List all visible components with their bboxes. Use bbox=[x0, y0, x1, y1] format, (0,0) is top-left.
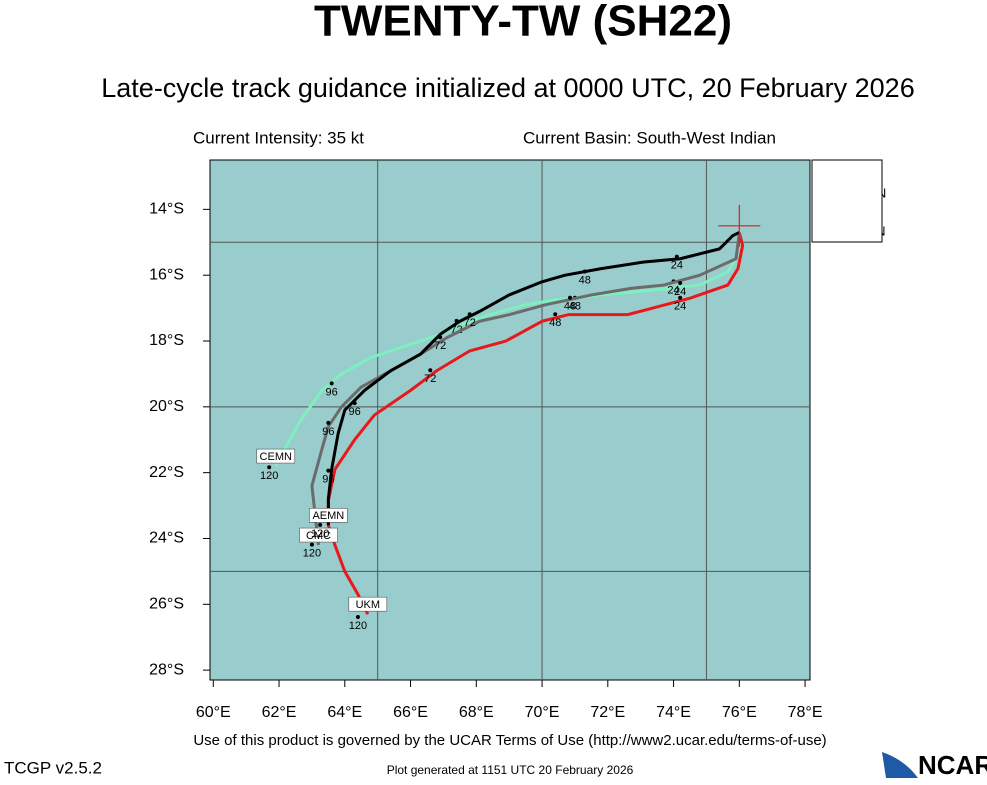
track-name: CEMN bbox=[260, 451, 292, 463]
forecast-dot bbox=[326, 420, 331, 425]
x-tick-label: 76°E bbox=[722, 704, 757, 721]
forecast-hour: 120 bbox=[349, 620, 367, 632]
forecast-hour: 72 bbox=[434, 340, 446, 352]
x-tick-label: 74°E bbox=[656, 704, 691, 721]
track-name: CMC bbox=[306, 530, 331, 542]
chart-title: TWENTY-TW (SH22) bbox=[314, 0, 732, 46]
track-name-box bbox=[309, 508, 348, 523]
y-tick-label: 22°S bbox=[149, 464, 184, 481]
forecast-dot bbox=[329, 381, 334, 386]
x-tick-label: 72°E bbox=[590, 704, 625, 721]
forecast-hour: 24 bbox=[674, 286, 686, 298]
track-name-box bbox=[299, 527, 338, 543]
forecast-hour: 72 bbox=[464, 317, 476, 329]
chart-subtitle: Late-cycle track guidance initialized at… bbox=[101, 73, 914, 103]
forecast-dot bbox=[674, 254, 679, 259]
forecast-hour: 120 bbox=[260, 470, 278, 482]
forecast-dot bbox=[428, 368, 433, 373]
forecast-hour: 24 bbox=[667, 284, 679, 296]
forecast-hour: 72 bbox=[424, 373, 436, 385]
forecast-dot bbox=[678, 295, 683, 300]
plot-area bbox=[209, 159, 811, 681]
track-name: AEMN bbox=[312, 510, 344, 522]
forecast-hour: 48 bbox=[579, 274, 591, 286]
forecast-dot bbox=[568, 295, 572, 300]
forecast-hour: 96 bbox=[326, 386, 338, 398]
x-tick-label: 62°E bbox=[262, 704, 297, 721]
version-text: TCGP v2.5.2 bbox=[4, 758, 102, 777]
intensity-text: Current Intensity: 35 kt bbox=[193, 128, 364, 147]
forecast-dot bbox=[355, 615, 360, 620]
forecast-hour: 96 bbox=[322, 474, 334, 486]
y-tick-label: 14°S bbox=[149, 201, 184, 218]
x-tick-label: 66°E bbox=[393, 704, 428, 721]
track-line bbox=[274, 232, 741, 467]
forecast-dot bbox=[309, 542, 314, 547]
y-tick-label: 24°S bbox=[149, 530, 184, 547]
ncar-logo bbox=[882, 752, 918, 778]
x-tick-label: 60°E bbox=[196, 704, 231, 721]
basin-text: Current Basin: South-West Indian bbox=[523, 128, 776, 147]
forecast-dot bbox=[318, 522, 323, 527]
plot-layer: 244872120UKM24487296120CEMN24487296120CM… bbox=[210, 160, 810, 680]
forecast-hour: 96 bbox=[322, 426, 334, 438]
y-tick-label: 18°S bbox=[149, 332, 184, 349]
forecast-dot bbox=[467, 312, 472, 317]
track-name: UKM bbox=[356, 599, 380, 611]
forecast-hour: 96 bbox=[349, 406, 361, 418]
legend-box bbox=[811, 159, 883, 243]
x-tick-label: 64°E bbox=[327, 704, 362, 721]
forecast-hour: 24 bbox=[671, 260, 683, 272]
generated-text: Plot generated at 1151 UTC 20 February 2… bbox=[387, 763, 634, 777]
x-tick-label: 68°E bbox=[459, 704, 494, 721]
forecast-hour: 120 bbox=[311, 528, 329, 540]
forecast-dot bbox=[678, 281, 683, 285]
track-line bbox=[326, 231, 740, 526]
x-tick-label: 70°E bbox=[525, 704, 560, 721]
y-tick-label: 26°S bbox=[149, 596, 184, 613]
terms-text: Use of this product is governed by the U… bbox=[193, 732, 826, 749]
forecast-dot bbox=[553, 312, 558, 317]
forecast-dot bbox=[326, 468, 331, 473]
x-tick-label: 78°E bbox=[788, 704, 823, 721]
forecast-hour: 48 bbox=[569, 301, 581, 313]
track-name-box bbox=[348, 596, 388, 612]
y-tick-label: 28°S bbox=[149, 661, 184, 678]
track-name-box bbox=[256, 448, 296, 464]
forecast-hour: 48 bbox=[564, 301, 576, 313]
forecast-dot bbox=[352, 401, 357, 406]
forecast-dot bbox=[582, 269, 587, 274]
ncar-text: NCAR bbox=[918, 750, 987, 780]
forecast-dot bbox=[267, 465, 272, 470]
y-tick-label: 16°S bbox=[149, 266, 184, 283]
forecast-hour: 48 bbox=[549, 317, 561, 329]
y-tick-label: 20°S bbox=[149, 398, 184, 415]
forecast-hour: 24 bbox=[674, 301, 686, 313]
forecast-hour: 120 bbox=[303, 548, 321, 560]
track-line bbox=[310, 232, 741, 546]
